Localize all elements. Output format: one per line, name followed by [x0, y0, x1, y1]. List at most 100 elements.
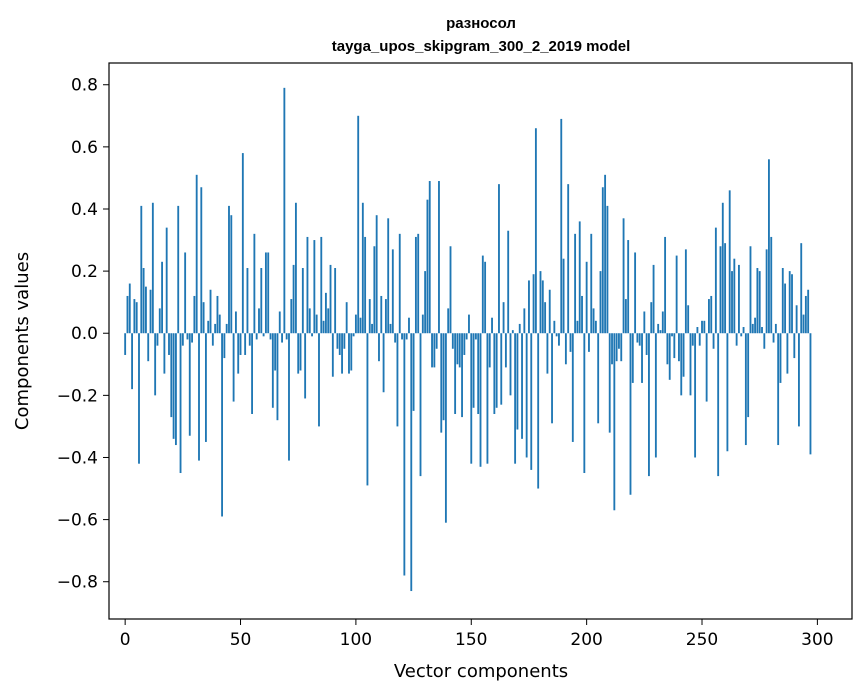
bar [698, 333, 701, 346]
bar [297, 333, 300, 374]
bar [444, 333, 447, 523]
bar [645, 333, 648, 355]
bar [384, 299, 387, 334]
x-tick-label: 200 [570, 630, 602, 650]
bar [179, 333, 182, 474]
bar [419, 333, 422, 477]
bar [195, 174, 198, 334]
bar [749, 246, 752, 334]
bar [188, 333, 191, 436]
bar [380, 295, 383, 334]
bar [251, 333, 253, 414]
bar [564, 333, 567, 365]
bar [735, 333, 738, 346]
bar [421, 314, 424, 334]
bar [668, 333, 671, 380]
bar [756, 268, 759, 334]
bar [601, 187, 604, 334]
bar [673, 333, 676, 359]
bar [502, 302, 505, 334]
bar [694, 333, 697, 458]
bar [546, 333, 549, 374]
bar [248, 333, 251, 346]
bar [523, 308, 526, 334]
bar [428, 181, 431, 334]
bar [451, 333, 454, 349]
bar [412, 333, 415, 411]
bar [311, 333, 313, 337]
bar [747, 333, 750, 418]
y-tick-label: −0.8 [57, 573, 98, 593]
bar [560, 118, 563, 334]
y-axis-ticks: −0.8 −0.6 −0.4 −0.2 0.0 0.2 0.4 0.6 0.8 [57, 76, 109, 593]
bar [258, 308, 260, 334]
bar [585, 261, 588, 334]
bar [641, 333, 643, 383]
bar [571, 333, 574, 442]
bar [521, 333, 523, 439]
bar [558, 333, 560, 346]
bar [290, 299, 293, 334]
bar [555, 333, 558, 337]
bar [567, 184, 570, 334]
y-tick-label: 0.8 [71, 76, 98, 96]
bar [373, 246, 376, 334]
bar [378, 333, 380, 362]
bar [255, 333, 258, 340]
bar [654, 333, 657, 458]
bar [214, 323, 217, 334]
bar [495, 333, 498, 408]
bar [366, 333, 369, 486]
bar [712, 333, 715, 349]
bar [638, 333, 641, 346]
bar [705, 333, 708, 402]
bar [611, 333, 613, 365]
plot-frame [108, 62, 853, 620]
bar [592, 308, 595, 334]
bar [308, 308, 311, 334]
bar [659, 330, 662, 334]
x-axis-label: Vector components [394, 661, 568, 682]
bar [138, 333, 140, 464]
bar [809, 333, 812, 455]
bar [456, 333, 459, 365]
y-axis-label: Components values [12, 252, 33, 430]
bar [744, 333, 747, 446]
bar [488, 333, 491, 368]
bar [433, 333, 436, 368]
bar [534, 128, 537, 334]
bar [516, 333, 519, 430]
bar [447, 308, 450, 334]
bar [241, 153, 244, 334]
bar [211, 333, 214, 346]
bar [714, 227, 717, 334]
bar [218, 314, 221, 334]
bar [578, 221, 581, 334]
bar [613, 333, 616, 511]
bar [140, 205, 143, 334]
bar [449, 246, 452, 334]
bar [754, 317, 757, 334]
bar [481, 255, 484, 334]
bar [306, 236, 309, 334]
bar [500, 333, 503, 405]
bar [622, 218, 625, 334]
bar [472, 333, 475, 408]
bar [740, 333, 743, 337]
bar [532, 274, 535, 334]
bar [553, 320, 556, 334]
bar [131, 333, 133, 390]
bar [634, 252, 637, 334]
bar [177, 205, 180, 334]
bar [435, 333, 438, 349]
bar [680, 333, 683, 396]
bar [465, 333, 468, 340]
bar [126, 295, 129, 334]
bar [691, 333, 694, 346]
bar [345, 302, 348, 334]
bar [414, 236, 417, 334]
bar [620, 333, 623, 362]
bar [301, 268, 304, 334]
bar [322, 320, 325, 334]
bar [361, 202, 364, 334]
